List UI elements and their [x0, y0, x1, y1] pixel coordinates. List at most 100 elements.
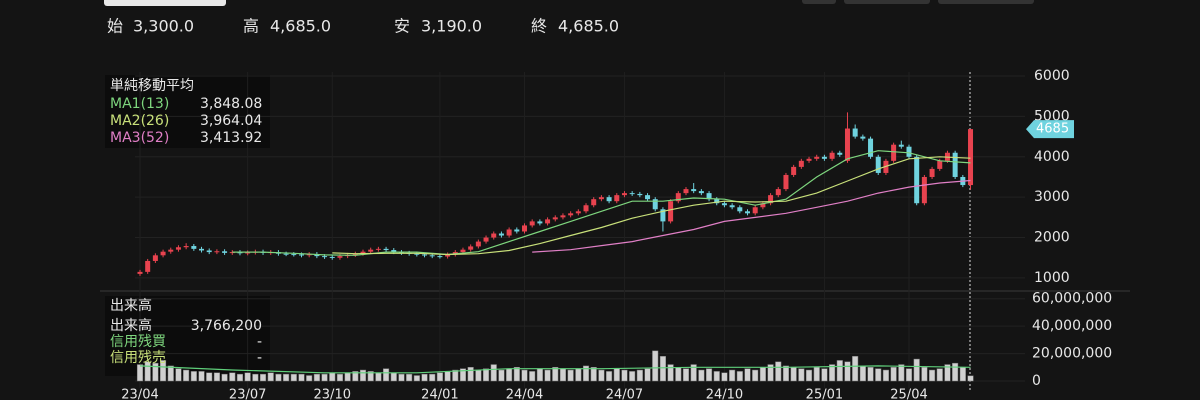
toolbar-button[interactable]	[844, 0, 930, 4]
toolbar-button[interactable]	[802, 0, 836, 4]
volume-bar	[790, 367, 797, 382]
candle-body	[429, 255, 435, 257]
volume-bar	[867, 367, 874, 382]
volume-bar	[398, 373, 405, 382]
candle-body	[498, 233, 504, 236]
candle-body	[152, 255, 158, 261]
candle-body	[414, 253, 420, 255]
candle-body	[906, 146, 912, 157]
volume-bar	[621, 369, 628, 382]
y-tick-label: 3000	[1034, 189, 1070, 205]
volume-bar	[206, 372, 213, 382]
y-tick-label: 4000	[1034, 149, 1070, 165]
y-tick-label: 6000	[1034, 68, 1070, 84]
candle-body	[691, 189, 697, 192]
volume-bar	[667, 364, 674, 382]
volume-bar	[383, 368, 390, 382]
candle-body	[322, 256, 328, 258]
header-value: 4,685.0	[558, 17, 619, 36]
candle-body	[660, 209, 666, 222]
candle-body	[291, 254, 297, 256]
volume-bar	[752, 369, 759, 382]
candle-body	[445, 254, 451, 257]
x-tick-label: 24/04	[506, 388, 543, 400]
volume-bar	[636, 369, 643, 382]
volume-bar	[875, 368, 882, 382]
candle-body	[891, 144, 897, 161]
candle-body	[837, 152, 843, 155]
volume-bar	[190, 371, 197, 382]
candle-body	[621, 193, 627, 196]
candle-body	[629, 193, 635, 195]
x-tick-label: 25/04	[890, 388, 927, 400]
y-tick-label: 2000	[1034, 230, 1070, 246]
legend-value: 3,413.92	[200, 130, 262, 146]
volume-bar	[744, 368, 751, 382]
volume-bar	[782, 365, 790, 382]
volume-bar	[652, 350, 659, 382]
header-label: 高	[243, 17, 259, 36]
volume-bar	[521, 369, 528, 382]
candle-body	[214, 251, 220, 253]
volume-bar	[798, 368, 805, 382]
toolbar-button[interactable]	[938, 0, 1034, 4]
candle-body	[737, 207, 743, 212]
candle-body	[760, 203, 766, 208]
candle-body	[175, 247, 181, 250]
volume-bar	[259, 373, 267, 382]
candle-body	[283, 253, 289, 255]
ma-legend-box	[105, 75, 270, 148]
volume-bar	[905, 368, 913, 382]
candle-body	[475, 241, 481, 247]
volume-bar	[921, 367, 928, 382]
volume-bar	[436, 372, 443, 382]
volume-bar	[821, 368, 828, 382]
x-tick-label: 23/10	[314, 388, 351, 400]
candle-body	[591, 199, 597, 206]
candle-body	[229, 252, 235, 254]
candle-body	[675, 193, 681, 202]
volume-legend-name: 信用残売	[110, 350, 166, 366]
candle-body	[783, 174, 789, 190]
volume-bar	[836, 360, 843, 382]
volume-bar	[306, 375, 313, 382]
volume-bar	[444, 371, 451, 382]
x-tick-label: 23/07	[229, 388, 266, 400]
volume-bar	[913, 358, 920, 382]
volume-bar	[559, 368, 567, 382]
candle-body	[491, 233, 497, 238]
volume-bar	[844, 361, 851, 382]
x-tick-label: 24/10	[706, 388, 743, 400]
volume-bar	[413, 375, 420, 382]
volume-bar	[352, 371, 359, 382]
candle-body	[598, 197, 604, 200]
candle-body	[422, 254, 428, 256]
volume-bar	[136, 364, 144, 382]
volume-bar	[152, 362, 159, 382]
volume-bar	[144, 361, 151, 382]
candle-body	[314, 254, 320, 257]
tab-button[interactable]	[104, 0, 226, 6]
volume-bar	[675, 367, 682, 382]
candle-body	[768, 195, 774, 204]
volume-bar	[859, 365, 866, 382]
candle-body	[721, 203, 727, 206]
volume-bar	[644, 368, 651, 382]
candle-body	[560, 215, 566, 218]
y-tick-label: 1000	[1034, 270, 1070, 286]
candle-body	[437, 256, 443, 258]
candle-body	[568, 213, 574, 216]
volume-bar	[852, 356, 859, 382]
candle-body	[191, 246, 197, 249]
legend-name: MA3(52)	[110, 130, 169, 146]
volume-bar	[390, 372, 397, 382]
volume-bar	[567, 369, 574, 382]
volume-bar	[898, 364, 905, 382]
candle-body	[537, 221, 543, 224]
volume-bar	[629, 371, 636, 382]
volume-bar	[236, 373, 244, 382]
y-tick-label: 0	[1032, 373, 1041, 389]
candle-body	[222, 251, 228, 253]
candle-body	[545, 219, 551, 224]
volume-bar	[421, 373, 428, 382]
